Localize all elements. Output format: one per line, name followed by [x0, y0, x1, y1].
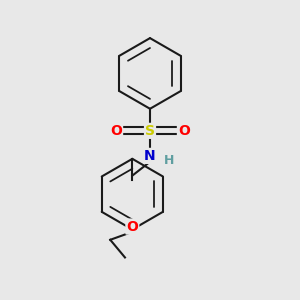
Text: N: N	[144, 149, 156, 163]
Text: H: H	[164, 154, 174, 167]
Text: O: O	[126, 220, 138, 234]
Text: O: O	[110, 124, 122, 138]
Text: S: S	[145, 124, 155, 138]
Text: O: O	[178, 124, 190, 138]
